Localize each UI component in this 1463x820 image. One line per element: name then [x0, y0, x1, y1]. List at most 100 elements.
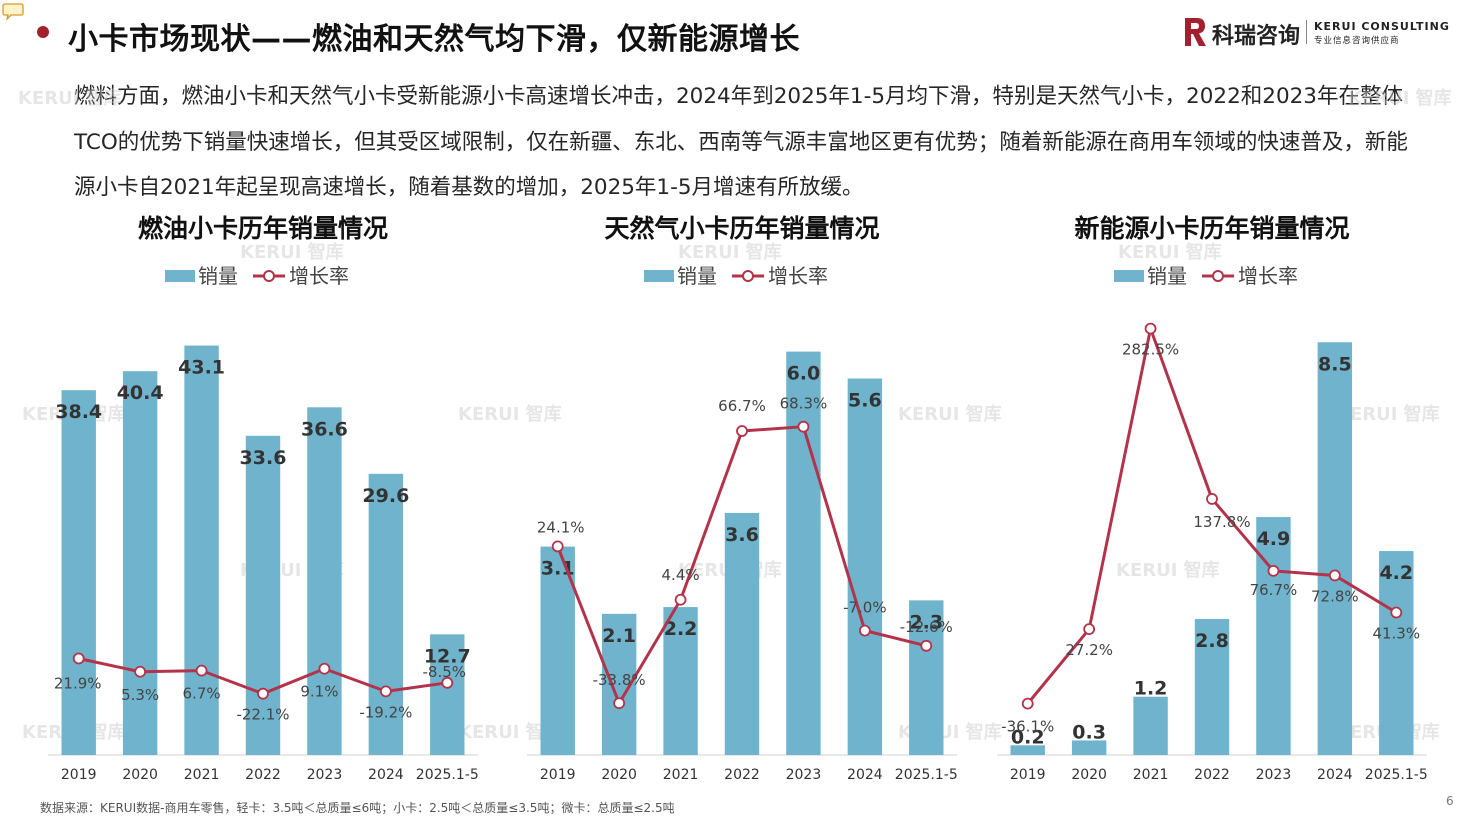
bar — [1194, 619, 1230, 755]
x-tick-label: 2025.1-5 — [416, 767, 479, 783]
bar — [663, 607, 698, 755]
bar-value-label: 8.5 — [1318, 353, 1352, 375]
x-tick-label: 2020 — [122, 767, 158, 783]
legend-bar-label: 销量 — [198, 264, 238, 288]
legend-bar-swatch — [165, 270, 195, 282]
growth-point — [72, 652, 85, 665]
bar — [61, 390, 96, 755]
growth-value-label: 5.3% — [121, 686, 159, 704]
bar-value-label: 6.0 — [787, 363, 821, 385]
x-tick-label: 2024 — [1317, 767, 1353, 783]
growth-value-label: 68.3% — [780, 395, 828, 413]
growth-value-label: -8.5% — [423, 663, 467, 681]
growth-point — [674, 593, 687, 606]
intro-paragraph: 燃料方面，燃油小卡和天然气小卡受新能源小卡高速增长冲击，2024年到2025年1… — [74, 84, 1408, 200]
source-note: 数据来源：KERUI数据-商用车零售，轻卡：3.5吨＜总质量≤6吨；小卡：2.5… — [40, 801, 675, 815]
watermark: KERUI 智库 — [1116, 560, 1220, 581]
watermark: KERUI 智库 — [18, 88, 122, 109]
growth-value-label: 72.8% — [1311, 587, 1359, 605]
growth-point — [318, 662, 331, 675]
title-bullet — [37, 26, 49, 38]
growth-value-label: 282.5% — [1122, 341, 1179, 359]
page-number: 6 — [1446, 794, 1454, 808]
bar-value-label: 0.2 — [1011, 726, 1045, 748]
legend-line-marker — [263, 270, 275, 282]
bar-value-label: 1.2 — [1134, 678, 1168, 700]
bar-value-label: 2.1 — [602, 625, 636, 647]
company-logo: 科瑞咨询 KERUI CONSULTING 专业信息咨询供应商 — [1182, 16, 1449, 50]
legend-line-marker — [1212, 270, 1224, 282]
growth-value-label: 4.4% — [662, 566, 700, 584]
x-tick-label: 2025.1-5 — [895, 767, 958, 783]
growth-point — [551, 540, 564, 553]
growth-value-label: 6.7% — [183, 685, 221, 703]
x-tick-label: 2019 — [61, 767, 97, 783]
bar-value-label: 2.8 — [1195, 630, 1229, 652]
x-tick-label: 2024 — [847, 767, 883, 783]
legend-bar-swatch — [1114, 270, 1144, 282]
bar — [245, 435, 281, 755]
chart-legend: 销量 增长率 — [1114, 264, 1298, 288]
growth-point — [1021, 697, 1034, 710]
bar — [368, 473, 404, 755]
comment-icon[interactable] — [2, 2, 24, 20]
bar-value-label: 2.3 — [909, 611, 943, 633]
growth-point — [736, 425, 748, 437]
bar — [307, 407, 342, 755]
watermark: KERUI 智库 — [1348, 88, 1452, 109]
bar-value-label: 33.6 — [240, 447, 287, 469]
bar-value-label: 38.4 — [55, 401, 102, 423]
growth-point — [858, 624, 871, 637]
growth-value-label: -36.1% — [1001, 718, 1054, 736]
bar — [1133, 696, 1168, 755]
growth-point — [1328, 569, 1341, 582]
bar — [1379, 551, 1414, 755]
growth-point — [1083, 623, 1096, 636]
chart-title: 燃油小卡历年销量情况 — [138, 214, 388, 243]
growth-value-label: 66.7% — [718, 397, 766, 415]
bar-value-label: 12.7 — [424, 645, 471, 667]
legend-bar-label: 销量 — [1147, 264, 1187, 288]
growth-value-label: 21.9% — [54, 674, 102, 692]
legend-line-label: 增长率 — [289, 264, 349, 288]
growth-value-label: -7.0% — [843, 599, 887, 617]
legend-line-label: 增长率 — [1238, 264, 1298, 288]
logo-tagline: 专业信息咨询供应商 — [1314, 36, 1400, 46]
bar — [122, 371, 158, 755]
growth-value-label: 137.8% — [1193, 513, 1250, 531]
bar-value-label: 2.2 — [664, 618, 698, 640]
bar-value-label: 5.6 — [848, 390, 882, 412]
growth-point — [1267, 564, 1280, 577]
watermark: KERUI 智库 — [1118, 242, 1222, 263]
growth-point — [1390, 606, 1403, 619]
bar-value-label: 43.1 — [178, 357, 225, 379]
growth-value-label: -19.2% — [359, 703, 412, 721]
x-tick-label: 2025.1-5 — [1365, 767, 1428, 783]
bar — [430, 634, 465, 755]
x-tick-label: 2021 — [1133, 767, 1169, 783]
x-tick-label: 2024 — [368, 767, 404, 783]
bar-value-label: 4.9 — [1257, 528, 1291, 550]
growth-value-label: -12.6% — [900, 618, 953, 636]
chart-legend: 销量 增长率 — [165, 264, 349, 288]
chart-legend: 销量 增长率 — [644, 264, 828, 288]
bar-value-label: 3.6 — [725, 524, 759, 546]
growth-point — [195, 664, 208, 677]
bar — [1256, 517, 1291, 755]
x-tick-label: 2023 — [1256, 767, 1292, 783]
bar-value-label: 40.4 — [117, 382, 164, 404]
growth-point — [613, 697, 626, 710]
legend-line-label: 增长率 — [768, 264, 828, 288]
growth-point — [797, 420, 810, 433]
x-tick-label: 2022 — [245, 767, 281, 783]
x-tick-label: 2019 — [1010, 767, 1046, 783]
watermark: KERUI 智库 — [240, 242, 344, 263]
x-tick-label: 2022 — [1194, 767, 1230, 783]
bar-value-label: 0.3 — [1072, 721, 1106, 743]
watermark: KERUI 智库 — [678, 242, 782, 263]
watermark: KERUI 智库 — [458, 722, 562, 743]
growth-point — [379, 685, 392, 698]
